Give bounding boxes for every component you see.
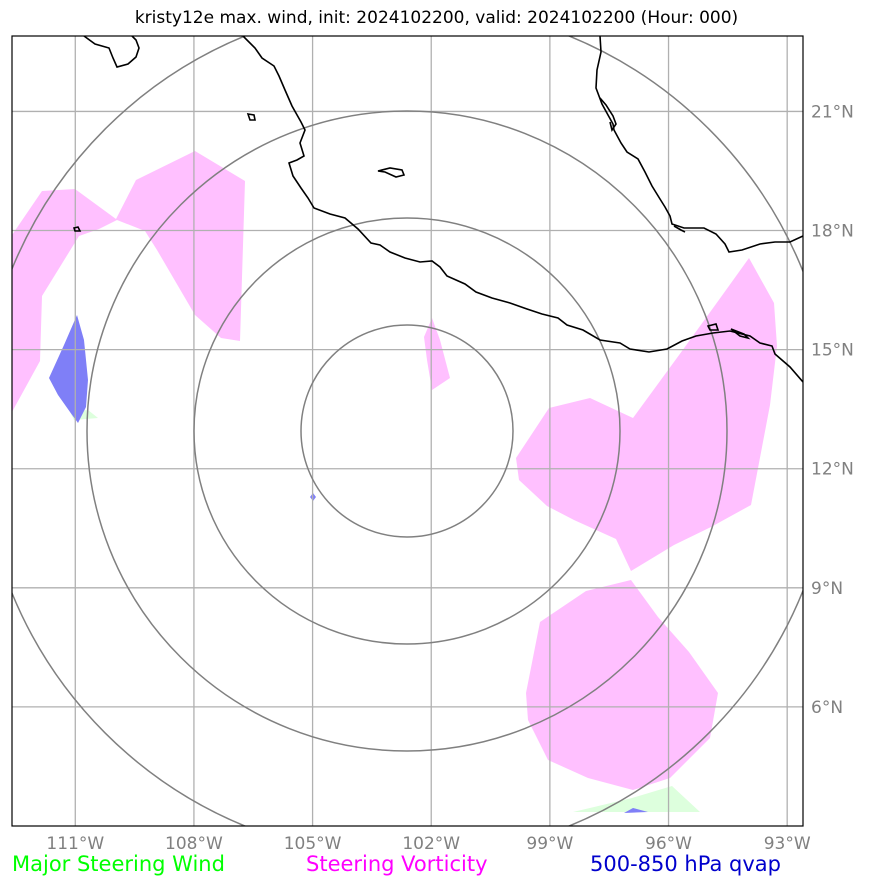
qvap-area-west bbox=[49, 315, 88, 423]
latitude-label: 15°N bbox=[811, 341, 854, 361]
island-chapala bbox=[377, 167, 406, 178]
latitude-label: 21°N bbox=[811, 102, 854, 122]
coast-islet-3 bbox=[706, 323, 720, 331]
latitude-label: 18°N bbox=[811, 222, 854, 242]
range-ring-3 bbox=[86, 110, 728, 752]
range-ring-1 bbox=[300, 324, 514, 538]
longitude-label: 99°W bbox=[526, 834, 573, 854]
latitude-label: 9°N bbox=[811, 579, 843, 599]
island-marias bbox=[246, 112, 256, 121]
longitude-tick-labels: 111°W 108°W 105°W 102°W 99°W 96°W 93°W bbox=[46, 834, 810, 854]
island-socorro bbox=[72, 226, 82, 232]
vorticity-area-south bbox=[526, 580, 718, 790]
legend-major-steering-wind: Major Steering Wind bbox=[12, 852, 225, 876]
legend-qvap: 500-850 hPa qvap bbox=[590, 852, 781, 876]
coastlines bbox=[72, 36, 803, 383]
latitude-tick-labels: 21°N 18°N 15°N 12°N 9°N 6°N bbox=[811, 102, 854, 717]
coastline-baja-tip bbox=[83, 36, 140, 68]
latitude-label: 12°N bbox=[811, 460, 854, 480]
coastline-gulf bbox=[595, 36, 803, 253]
wind-area-south bbox=[573, 786, 700, 812]
vorticity-area-east bbox=[516, 258, 777, 571]
vorticity-area-west-coast bbox=[12, 151, 245, 412]
coastline-mexico-pacific bbox=[242, 36, 803, 383]
latitude-label: 6°N bbox=[811, 698, 843, 718]
legend-steering-vorticity: Steering Vorticity bbox=[306, 852, 488, 876]
longitude-label: 111°W bbox=[46, 834, 104, 854]
range-ring-2 bbox=[193, 217, 621, 645]
vorticity-area-center bbox=[424, 318, 450, 390]
longitude-label: 105°W bbox=[284, 834, 342, 854]
longitude-label: 96°W bbox=[645, 834, 692, 854]
map-frame bbox=[11, 35, 804, 827]
longitude-label: 102°W bbox=[402, 834, 460, 854]
qvap-areas bbox=[49, 315, 648, 813]
longitude-label: 108°W bbox=[165, 834, 223, 854]
qvap-area-south bbox=[624, 808, 648, 813]
steering-vorticity-areas bbox=[12, 151, 777, 790]
coast-islet-1 bbox=[599, 97, 617, 132]
range-rings bbox=[12, 36, 803, 826]
map-title: kristy12e max. wind, init: 2024102200, v… bbox=[134, 8, 739, 28]
longitude-label: 93°W bbox=[764, 834, 811, 854]
coast-islet-2 bbox=[673, 225, 686, 233]
coast-islet-4 bbox=[730, 328, 751, 340]
